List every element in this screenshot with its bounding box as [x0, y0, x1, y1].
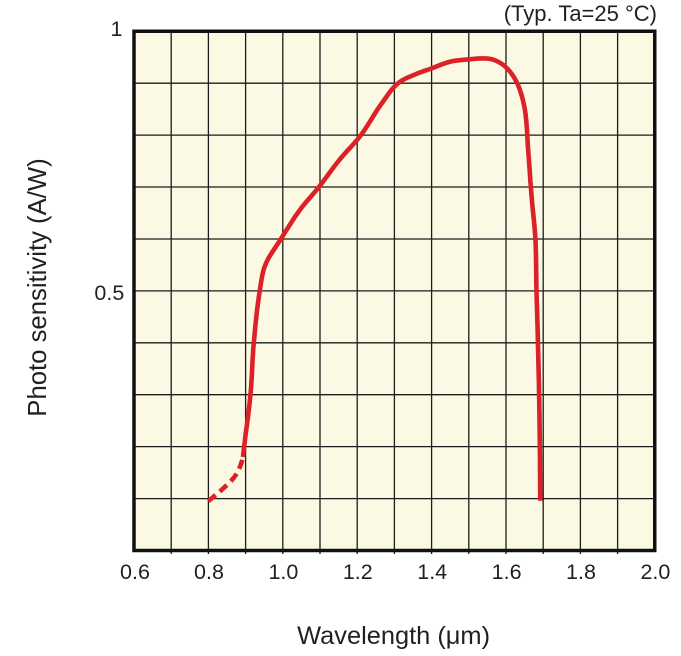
svg-text:2.0: 2.0	[640, 560, 670, 584]
svg-text:1: 1	[111, 17, 123, 41]
svg-text:1.2: 1.2	[343, 560, 373, 584]
svg-text:0.6: 0.6	[120, 560, 150, 584]
svg-text:1.8: 1.8	[566, 560, 596, 584]
svg-text:Wavelength (μm): Wavelength (μm)	[297, 622, 490, 650]
svg-text:Photo sensitivity (A/W): Photo sensitivity (A/W)	[24, 158, 52, 416]
svg-text:0.8: 0.8	[194, 560, 224, 584]
svg-text:(Typ. Ta=25 °C): (Typ. Ta=25 °C)	[504, 1, 657, 26]
svg-text:1.6: 1.6	[492, 560, 522, 584]
svg-text:1.4: 1.4	[417, 560, 447, 584]
svg-text:0.5: 0.5	[94, 281, 124, 305]
svg-text:1.0: 1.0	[268, 560, 298, 584]
